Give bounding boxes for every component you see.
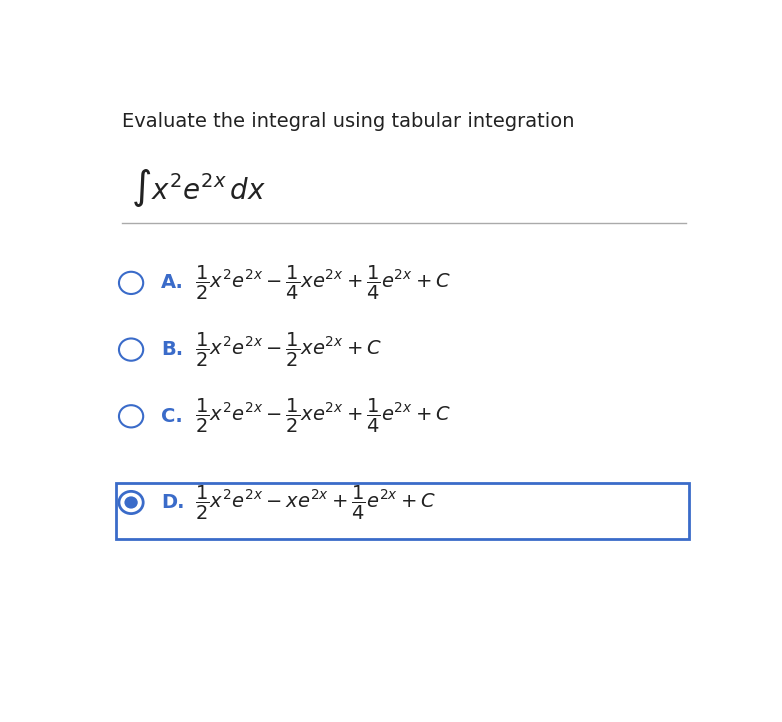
Text: D.: D. (161, 493, 185, 512)
Text: Evaluate the integral using tabular integration: Evaluate the integral using tabular inte… (122, 112, 575, 131)
Circle shape (119, 492, 143, 513)
Text: B.: B. (161, 340, 184, 359)
Text: $\dfrac{1}{2}x^2e^{2x} - xe^{2x} + \dfrac{1}{4}e^{2x} + C$: $\dfrac{1}{2}x^2e^{2x} - xe^{2x} + \dfra… (195, 484, 436, 521)
Circle shape (119, 271, 143, 294)
FancyBboxPatch shape (116, 483, 689, 539)
Text: $\dfrac{1}{2}x^2e^{2x} - \dfrac{1}{2}xe^{2x} + C$: $\dfrac{1}{2}x^2e^{2x} - \dfrac{1}{2}xe^… (195, 331, 382, 369)
Text: A.: A. (161, 274, 185, 292)
Circle shape (119, 339, 143, 361)
Text: $\dfrac{1}{2}x^2e^{2x} - \dfrac{1}{4}xe^{2x} + \dfrac{1}{4}e^{2x} + C$: $\dfrac{1}{2}x^2e^{2x} - \dfrac{1}{4}xe^… (195, 264, 450, 302)
Text: $\int x^2e^{2x}\,dx$: $\int x^2e^{2x}\,dx$ (131, 168, 266, 209)
Text: C.: C. (161, 406, 183, 426)
Circle shape (119, 405, 143, 427)
Circle shape (124, 496, 138, 508)
Text: $\dfrac{1}{2}x^2e^{2x} - \dfrac{1}{2}xe^{2x} + \dfrac{1}{4}e^{2x} + C$: $\dfrac{1}{2}x^2e^{2x} - \dfrac{1}{2}xe^… (195, 397, 450, 435)
